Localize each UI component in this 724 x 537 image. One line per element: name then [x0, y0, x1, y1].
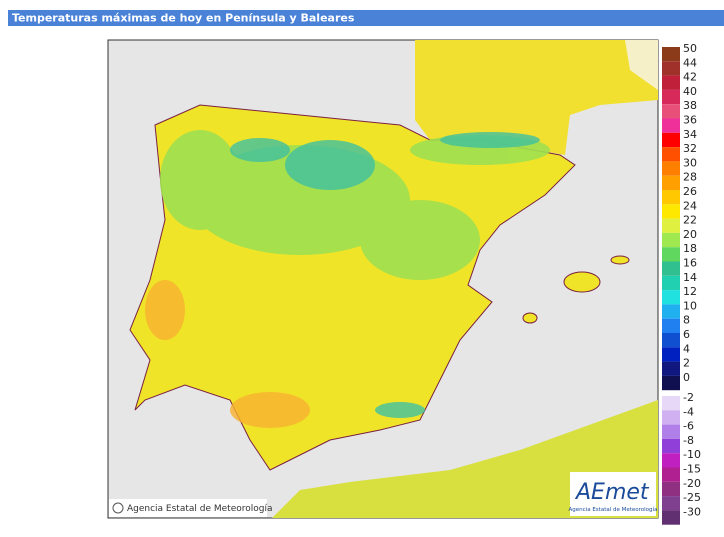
legend-swatch [662, 453, 680, 468]
legend-label: 44 [683, 56, 697, 69]
legend-swatch [662, 175, 680, 190]
legend-swatch [662, 247, 680, 262]
legend-label: 36 [683, 114, 697, 127]
legend-swatch [662, 118, 680, 133]
legend-swatch [662, 496, 680, 511]
legend-swatch [662, 361, 680, 376]
legend-label: 42 [683, 71, 697, 84]
legend-swatch [662, 47, 680, 62]
legend-label: -30 [683, 505, 701, 518]
copyright-icon [112, 502, 124, 514]
title: Temperaturas máximas de hoy en Península… [12, 12, 355, 25]
legend-label: -4 [683, 405, 694, 418]
legend-label: 10 [683, 299, 697, 312]
logo-box [570, 472, 656, 516]
africa [272, 400, 658, 518]
legend-label: 20 [683, 228, 697, 241]
legend-swatch [662, 190, 680, 205]
cold-areas [230, 132, 540, 418]
legend-swatch [662, 375, 680, 391]
legend-swatch [662, 410, 680, 425]
legend-swatch [662, 147, 680, 162]
credit-box [109, 499, 267, 517]
legend-label: -20 [683, 477, 701, 490]
legend-label: -6 [683, 420, 694, 433]
credit: Agencia Estatal de Meteorología [127, 504, 273, 514]
legend-swatch [662, 104, 680, 119]
legend-swatch [662, 204, 680, 219]
legend-swatch [662, 304, 680, 319]
legend-label: 30 [683, 156, 697, 169]
legend-label: 4 [683, 342, 690, 355]
balearics [522, 255, 630, 324]
legend-label: 34 [683, 128, 697, 141]
legend-label: 50 [683, 42, 697, 55]
alps [625, 40, 658, 90]
legend-swatch [662, 290, 680, 305]
legend: 5044424038363432302826242220181614121086… [662, 42, 701, 525]
legend-swatch [662, 89, 680, 105]
legend-label: -8 [683, 434, 694, 447]
legend-swatch [662, 481, 680, 497]
legend-label: 24 [683, 199, 697, 212]
legend-label: 26 [683, 185, 697, 198]
legend-label: 38 [683, 99, 697, 112]
logo-subtitle: Agencia Estatal de Meteorología [569, 506, 658, 513]
hot-areas [145, 280, 310, 428]
legend-label: 18 [683, 242, 697, 255]
legend-swatch [662, 347, 680, 362]
legend-swatch [662, 261, 680, 276]
legend-swatch [662, 333, 680, 348]
legend-label: 16 [683, 257, 697, 270]
legend-label: 32 [683, 142, 697, 155]
legend-label: 8 [683, 314, 690, 327]
legend-label: 12 [683, 285, 697, 298]
legend-swatch [662, 318, 680, 333]
france [415, 40, 658, 155]
legend-label: 40 [683, 85, 697, 98]
legend-label: -2 [683, 391, 694, 404]
legend-label: -10 [683, 448, 701, 461]
legend-swatch [662, 75, 680, 90]
legend-swatch [662, 467, 680, 482]
legend-swatch [662, 161, 680, 176]
logo: AEmet [574, 480, 650, 505]
legend-label: -25 [683, 491, 701, 504]
legend-swatch [662, 61, 680, 76]
legend-label: -15 [683, 463, 701, 476]
legend-label: 14 [683, 271, 697, 284]
legend-swatch [662, 438, 680, 454]
legend-label: 0 [683, 371, 690, 384]
legend-swatch [662, 424, 680, 439]
legend-label: 2 [683, 357, 690, 370]
legend-label: 28 [683, 171, 697, 184]
legend-swatch [662, 132, 680, 148]
legend-label: 6 [683, 328, 690, 341]
legend-swatch [662, 275, 680, 291]
title-bar [8, 10, 724, 26]
legend-swatch [662, 510, 680, 525]
legend-swatch [662, 396, 680, 411]
legend-swatch [662, 218, 680, 233]
legend-swatch [662, 232, 680, 248]
legend-label: 22 [683, 214, 697, 227]
